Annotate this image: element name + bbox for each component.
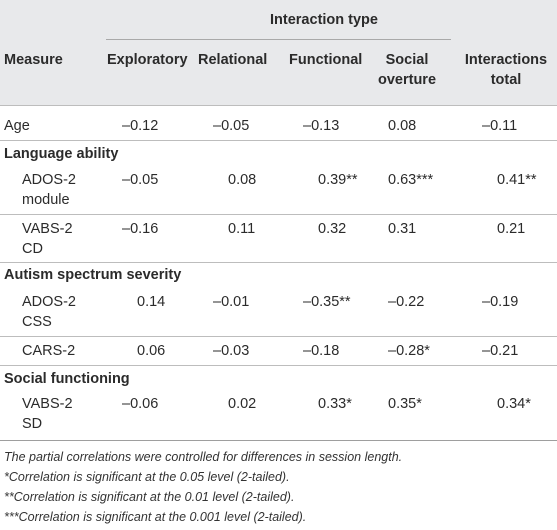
footnote-one-star: *Correlation is significant at the 0.05 … bbox=[4, 470, 290, 484]
header-total: total bbox=[490, 72, 522, 88]
cell: –0.06 bbox=[122, 396, 159, 412]
section-language-ability: Language ability bbox=[4, 146, 119, 162]
cell: –0.05 bbox=[122, 172, 159, 188]
cell: 0.21 bbox=[497, 221, 526, 237]
cell: –0.19 bbox=[482, 294, 519, 310]
header-interaction-type: Interaction type bbox=[270, 12, 378, 28]
footnote-note: The partial correlations were controlled… bbox=[4, 450, 403, 464]
section-social-functioning: Social functioning bbox=[4, 371, 130, 387]
cell: –0.21 bbox=[482, 343, 519, 359]
header-band bbox=[0, 0, 557, 105]
cell: 0.02 bbox=[228, 396, 257, 412]
row-label-ados-css-2: CSS bbox=[22, 314, 52, 330]
cell: –0.18 bbox=[303, 343, 340, 359]
cell: 0.33* bbox=[318, 396, 352, 412]
cell: 0.31 bbox=[388, 221, 417, 237]
cell: 0.11 bbox=[228, 221, 256, 237]
footnote-two-star: **Correlation is significant at the 0.01… bbox=[4, 490, 295, 504]
row-label-vabs-sd-2: SD bbox=[22, 416, 43, 432]
row-rule bbox=[0, 365, 557, 366]
table-bottom-rule bbox=[0, 440, 557, 441]
row-rule bbox=[0, 336, 557, 337]
row-label-vabs-cd-2: CD bbox=[22, 241, 43, 257]
row-rule bbox=[0, 140, 557, 141]
header-overture: overture bbox=[377, 72, 437, 88]
cell: –0.13 bbox=[303, 118, 340, 134]
header-interactions: Interactions bbox=[464, 52, 548, 68]
row-label-vabs-sd-1: VABS-2 bbox=[22, 396, 73, 412]
cell: –0.35** bbox=[303, 294, 351, 310]
cell: –0.11 bbox=[482, 118, 518, 134]
cell: 0.39** bbox=[318, 172, 358, 188]
cell: 0.06 bbox=[137, 343, 166, 359]
header-bottom-rule bbox=[0, 105, 557, 106]
cell: 0.14 bbox=[137, 294, 166, 310]
row-label-ados-module-2: module bbox=[22, 192, 70, 208]
cell: –0.22 bbox=[388, 294, 425, 310]
header-functional: Functional bbox=[289, 52, 363, 68]
cell: –0.05 bbox=[213, 118, 250, 134]
section-autism-severity: Autism spectrum severity bbox=[4, 267, 182, 283]
cell: 0.63*** bbox=[388, 172, 434, 188]
cell: 0.08 bbox=[228, 172, 257, 188]
header-underline bbox=[106, 39, 451, 40]
row-label-ados-module-1: ADOS-2 bbox=[22, 172, 76, 188]
cell: –0.12 bbox=[122, 118, 159, 134]
cell: 0.41** bbox=[497, 172, 537, 188]
cell: –0.01 bbox=[213, 294, 250, 310]
header-measure: Measure bbox=[4, 52, 63, 68]
header-exploratory: Exploratory bbox=[107, 52, 188, 68]
cell: 0.34* bbox=[497, 396, 531, 412]
row-label-age: Age bbox=[4, 118, 30, 134]
header-relational: Relational bbox=[198, 52, 268, 68]
footnote-three-star: ***Correlation is significant at the 0.0… bbox=[4, 510, 307, 524]
cell: –0.28* bbox=[388, 343, 430, 359]
cell: –0.03 bbox=[213, 343, 250, 359]
row-label-cars: CARS-2 bbox=[22, 343, 76, 359]
header-social: Social bbox=[385, 52, 429, 68]
row-label-vabs-cd-1: VABS-2 bbox=[22, 221, 73, 237]
row-rule bbox=[0, 262, 557, 263]
row-label-ados-css-1: ADOS-2 bbox=[22, 294, 76, 310]
cell: 0.08 bbox=[388, 118, 417, 134]
cell: 0.32 bbox=[318, 221, 347, 237]
cell: –0.16 bbox=[122, 221, 159, 237]
row-rule bbox=[0, 214, 557, 215]
cell: 0.35* bbox=[388, 396, 422, 412]
